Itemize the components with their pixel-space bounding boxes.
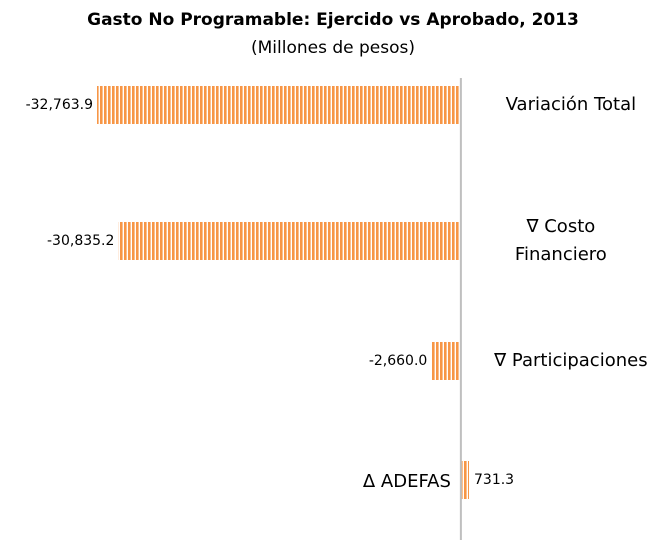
value-label: 731.3 [474, 472, 514, 488]
bar [118, 222, 461, 260]
value-label: -32,763.9 [26, 97, 93, 113]
category-label: Δ ADEFAS [362, 471, 451, 492]
category-label: Variación Total [505, 94, 637, 115]
category-label: ∇ Participaciones [494, 350, 648, 371]
chart-title: Gasto No Programable: Ejercido vs Aproba… [87, 10, 579, 30]
bar [460, 461, 469, 499]
category-label: ∇ Costo Financiero [514, 216, 607, 265]
value-label: -30,835.2 [47, 233, 114, 249]
value-label: -2,660.0 [369, 353, 428, 369]
bar [97, 86, 461, 124]
bar [431, 342, 461, 380]
chart-subtitle: (Millones de pesos) [251, 38, 415, 58]
